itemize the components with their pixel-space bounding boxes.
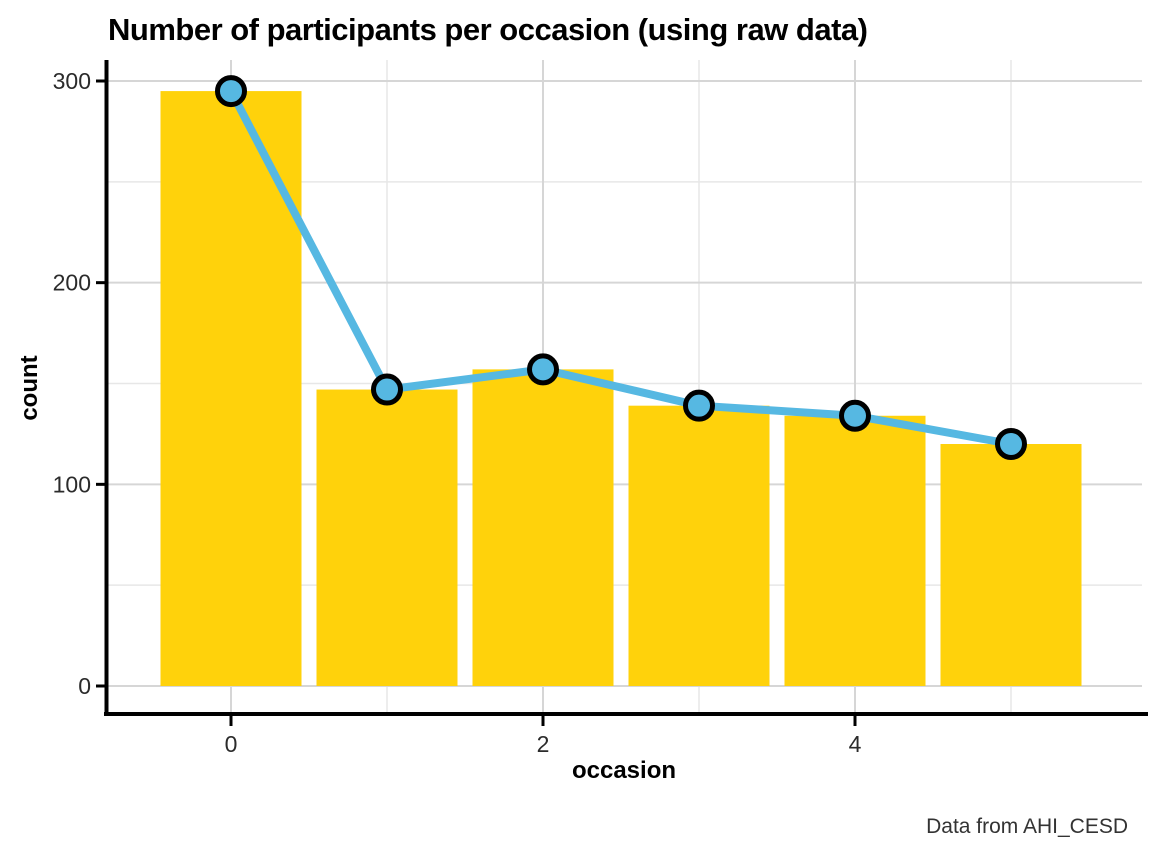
data-point-occasion-2: [527, 353, 559, 386]
data-point-occasion-5: [995, 428, 1027, 460]
y-tick-label: 100: [53, 471, 91, 497]
bar-occasion-4: [784, 415, 926, 686]
bar-occasion-2: [472, 369, 614, 686]
data-point-occasion-0: [215, 75, 247, 108]
x-tick-label: 4: [849, 731, 862, 757]
axis-ticks: [96, 79, 857, 726]
axis-tick-labels: 0 100 200 300 0 2 4: [53, 68, 862, 757]
bar-occasion-3: [628, 405, 770, 686]
data-point-occasion-4: [839, 399, 871, 432]
bar-occasion-1: [316, 389, 458, 686]
line-series: [215, 75, 1027, 460]
bar-occasion-0: [160, 91, 302, 687]
y-tick-label: 200: [53, 270, 91, 296]
chart-title: Number of participants per occasion (usi…: [108, 12, 868, 47]
y-axis-title: count: [16, 355, 43, 421]
axis-lines: [104, 60, 1148, 716]
x-axis-title: occasion: [571, 757, 677, 784]
x-tick-label: 2: [537, 731, 550, 757]
data-point-occasion-3: [683, 389, 715, 422]
y-tick-label: 0: [78, 673, 91, 699]
trend-line: [227, 89, 1012, 448]
caption: Data from AHI_CESD: [926, 815, 1128, 838]
data-point-occasion-1: [371, 373, 403, 406]
bar-occasion-5: [940, 444, 1082, 686]
x-tick-label: 0: [225, 731, 238, 757]
bar-series: [160, 91, 1082, 687]
y-tick-label: 300: [53, 68, 91, 94]
